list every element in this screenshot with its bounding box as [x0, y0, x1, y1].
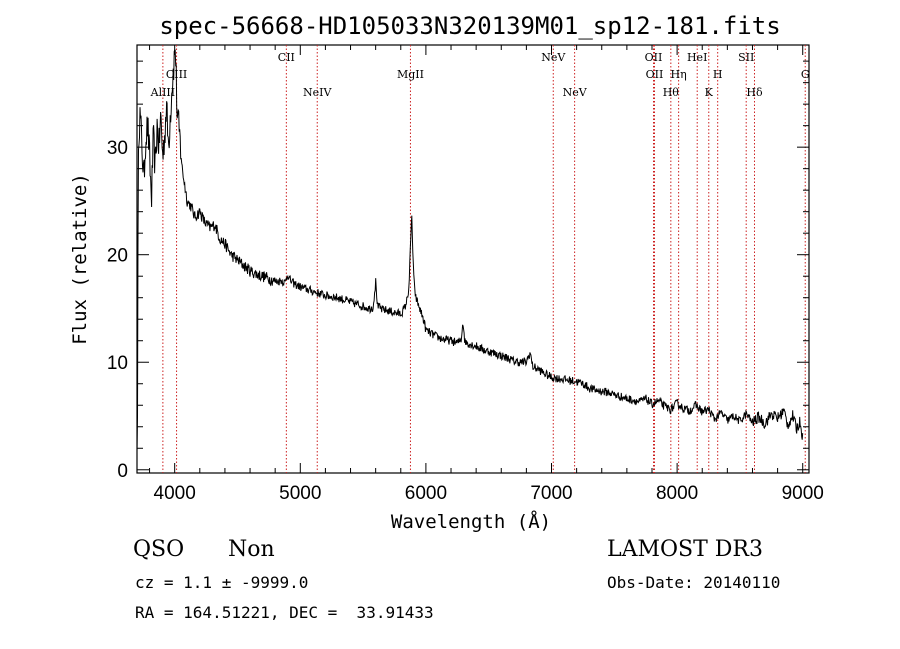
obs-date: Obs-Date: 20140110: [607, 573, 781, 592]
plot-frame: [136, 44, 810, 474]
line-label-10: Hη: [671, 68, 687, 81]
line-label-9: Hθ: [663, 86, 680, 99]
line-label-11: HeI: [687, 51, 707, 64]
emission-lines-group: AlIIICIIICIINeIVMgIINeVNeVOIIOIIHθHηHeIK…: [150, 45, 810, 473]
x-axis-label: Wavelength (Å): [391, 510, 551, 533]
chart-title: spec-56668-HD105033N320139M01_sp12-181.f…: [159, 12, 780, 40]
line-label-16: G: [801, 68, 810, 81]
line-label-13: H: [713, 68, 723, 81]
line-label-14: SII: [738, 51, 754, 64]
x-tick-label-5: 9000: [782, 483, 824, 504]
line-label-4: MgII: [397, 68, 424, 81]
line-label-12: K: [705, 86, 714, 99]
line-label-8: OII: [646, 68, 664, 81]
redshift-cz: cz = 1.1 ± -9999.0: [135, 573, 309, 592]
line-label-7: OII: [645, 51, 663, 64]
line-label-3: NeIV: [303, 86, 332, 99]
y-axis-label: Flux (relative): [69, 173, 91, 345]
x-tick-label-0: 4000: [154, 483, 196, 504]
y-tick-label-0: 0: [117, 461, 128, 482]
y-tick-label-1: 10: [107, 353, 128, 374]
object-class: QSO: [133, 537, 185, 562]
x-tick-label-4: 8000: [656, 483, 698, 504]
line-label-0: AlIII: [150, 86, 176, 99]
axis-ticks-group: 4000 5000 6000 7000 8000 9000 0 10 20 30: [107, 45, 824, 504]
y-tick-label-2: 20: [107, 246, 128, 267]
line-label-15: Hδ: [746, 86, 763, 99]
x-tick-label-2: 6000: [405, 483, 447, 504]
y-tick-label-3: 30: [107, 138, 128, 159]
line-label-2: CII: [278, 51, 295, 64]
coordinates: RA = 164.51221, DEC = 33.91433: [135, 603, 434, 622]
line-label-5: NeV: [541, 51, 566, 64]
line-label-6: NeV: [563, 86, 588, 99]
object-subclass: Non: [228, 537, 275, 562]
x-tick-label-1: 5000: [279, 483, 321, 504]
spectrum-line: [136, 49, 804, 452]
survey-name: LAMOST DR3: [607, 537, 763, 562]
x-tick-label-3: 7000: [530, 483, 572, 504]
